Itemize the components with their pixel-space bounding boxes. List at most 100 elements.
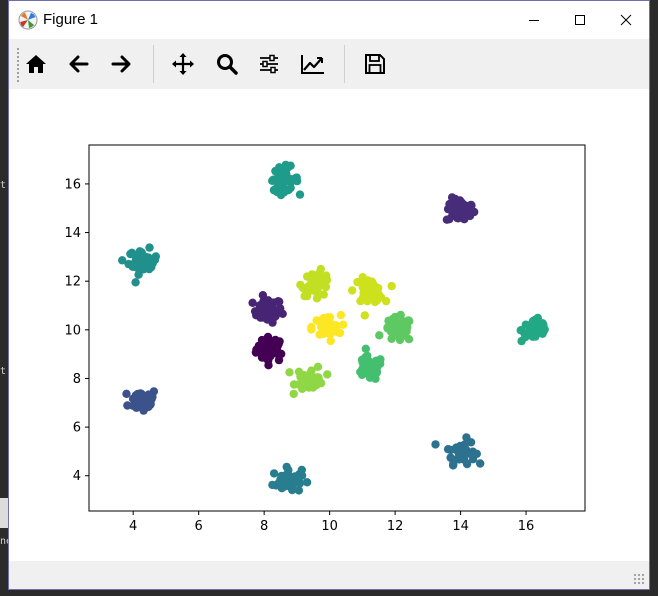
zoom-button[interactable] xyxy=(211,48,243,80)
scatter-point xyxy=(304,383,314,392)
resize-grip-icon[interactable] xyxy=(633,573,645,585)
scatter-point xyxy=(395,335,405,345)
edit-axis-button[interactable] xyxy=(297,48,329,80)
scatter-point xyxy=(294,367,304,376)
x-tick-label: 10 xyxy=(321,519,338,534)
scatter-point xyxy=(450,208,459,218)
configure-subplots-button[interactable] xyxy=(253,48,285,80)
back-arrow-icon xyxy=(69,55,89,73)
scatter-point xyxy=(302,287,311,296)
scatter-point xyxy=(389,318,398,327)
home-icon xyxy=(26,55,46,73)
y-tick-label: 8 xyxy=(73,372,81,387)
scatter-point xyxy=(369,366,378,376)
toolbar-separator xyxy=(344,45,345,83)
scatter-point xyxy=(307,325,316,334)
scatter-point xyxy=(289,389,298,399)
scatter-point xyxy=(376,293,386,302)
minimize-button[interactable] xyxy=(511,1,557,39)
scatter-point xyxy=(264,356,273,365)
scatter-point xyxy=(123,401,132,410)
background-panel xyxy=(0,498,8,528)
scatter-point xyxy=(259,297,268,306)
scatter-point xyxy=(476,459,485,468)
scatter-point xyxy=(271,335,280,345)
scatter-point xyxy=(534,325,543,334)
y-tick-label: 10 xyxy=(64,323,81,338)
background-text-3: ne xyxy=(0,536,13,547)
scatter-point xyxy=(141,391,150,401)
scatter-point xyxy=(295,478,305,488)
scatter-point xyxy=(448,461,458,470)
back-button[interactable] xyxy=(63,48,95,80)
x-tick-label: 14 xyxy=(452,519,469,534)
save-button[interactable] xyxy=(359,48,391,80)
scatter-point xyxy=(516,326,525,335)
scatter-point xyxy=(275,479,285,488)
x-tick-label: 4 xyxy=(129,519,137,534)
scatter-point xyxy=(462,459,472,469)
y-tick-label: 6 xyxy=(73,421,81,436)
x-axis-ticks: 4 6 8 10 12 14 16 xyxy=(129,511,534,534)
maximize-button[interactable] xyxy=(557,1,603,39)
title-bar[interactable]: Figure 1 xyxy=(9,1,649,39)
scatter-point xyxy=(274,171,283,181)
scatter-point xyxy=(147,395,156,404)
scatter-point xyxy=(303,272,312,281)
scatter-point xyxy=(353,277,362,287)
scatter-point xyxy=(311,285,320,295)
scatter-point xyxy=(387,281,396,291)
pan-icon xyxy=(172,53,194,75)
forward-button[interactable] xyxy=(105,48,137,80)
scatter-point xyxy=(122,389,131,398)
close-button[interactable] xyxy=(603,1,649,39)
scatter-point xyxy=(277,349,286,359)
scatter-point xyxy=(446,453,455,462)
figure-canvas[interactable]: 4 6 8 10 12 14 16 4 6 8 10 12 14 16 xyxy=(9,89,649,561)
scatter-point xyxy=(292,173,301,182)
scatter-point xyxy=(312,294,322,303)
scatter-point xyxy=(314,376,324,385)
maximize-icon xyxy=(575,15,585,25)
scatter-point xyxy=(248,298,257,307)
scatter-point xyxy=(399,317,409,326)
scatter-point xyxy=(259,350,268,359)
scatter-point xyxy=(314,269,323,279)
scatter-point xyxy=(126,249,135,259)
scatter-point xyxy=(295,190,305,199)
scatter-point xyxy=(369,281,378,290)
scatter-point xyxy=(124,259,133,269)
scatter-point xyxy=(294,486,304,495)
scatter-point xyxy=(298,377,308,386)
scatter-point xyxy=(270,346,279,356)
close-icon xyxy=(620,14,632,26)
scatter-point xyxy=(118,256,127,265)
pan-button[interactable] xyxy=(167,48,199,80)
scatter-point xyxy=(132,393,141,403)
scatter-chart: 4 6 8 10 12 14 16 4 6 8 10 12 14 16 xyxy=(64,144,586,534)
scatter-point xyxy=(257,335,267,345)
scatter-point xyxy=(258,291,268,300)
background-text-1: t xyxy=(0,180,7,191)
y-tick-label: 16 xyxy=(64,177,81,192)
scatter-point xyxy=(268,176,277,185)
toolbar-separator xyxy=(153,45,154,83)
scatter-point xyxy=(278,309,287,318)
scatter-point xyxy=(361,353,370,362)
home-button[interactable] xyxy=(20,48,52,80)
toolbar-grip[interactable] xyxy=(16,47,20,83)
scatter-point xyxy=(323,370,332,379)
scatter-point xyxy=(145,243,154,252)
scatter-point xyxy=(396,310,405,320)
scatter-point xyxy=(468,455,478,464)
scatter-point xyxy=(252,345,261,354)
scatter-point xyxy=(465,208,474,217)
window-title: Figure 1 xyxy=(43,11,99,28)
scatter-point xyxy=(363,297,372,306)
scatter-point xyxy=(280,174,289,183)
scatter-point xyxy=(431,440,440,449)
scatter-point xyxy=(361,344,370,353)
scatter-point xyxy=(306,371,315,380)
scatter-points xyxy=(118,160,549,495)
scatter-point xyxy=(452,443,461,452)
